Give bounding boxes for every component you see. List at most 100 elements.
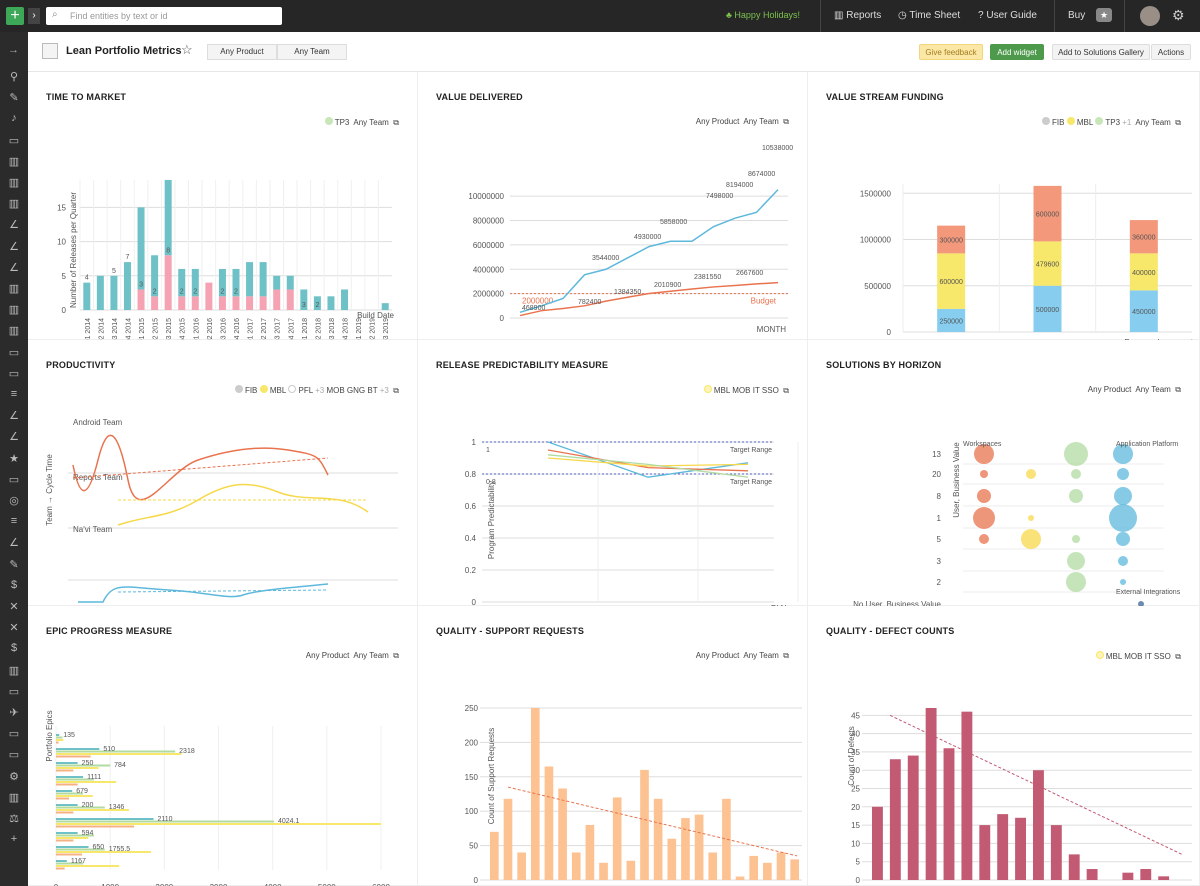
add-button[interactable]: + [6, 7, 24, 25]
filter-team[interactable]: Any Team [743, 117, 779, 126]
nav-item-icon[interactable]: ∠ [9, 261, 19, 274]
buy-link[interactable]: Buy [1068, 10, 1086, 21]
filter-fib[interactable]: FIB [1051, 118, 1065, 127]
panel-filters: FIB MBL PFL +3 MOB GNG BT +3 ⧉ [234, 385, 399, 396]
filter-pfl[interactable]: PFL [298, 386, 313, 395]
nav-item-icon[interactable]: ✎ [9, 558, 19, 571]
filter-mob[interactable]: MOB [732, 386, 751, 395]
filter-more[interactable]: +3 [315, 386, 325, 395]
expand-icon[interactable]: ⧉ [1175, 118, 1181, 127]
y-tick-label: 0 [474, 876, 479, 885]
nav-item-icon[interactable]: ∠ [9, 219, 19, 232]
nav-item-icon[interactable]: ▭ [8, 728, 20, 741]
expand-icon[interactable]: ⧉ [783, 117, 789, 126]
nav-item-icon[interactable]: ⚲ [9, 71, 19, 83]
nav-item-icon[interactable]: ✕ [9, 601, 19, 613]
filter-gng[interactable]: GNG [346, 386, 366, 395]
nav-item-icon[interactable]: ∠ [9, 537, 19, 550]
filter-product[interactable]: Any Product [695, 651, 740, 660]
nav-item-icon[interactable]: ∠ [9, 431, 19, 444]
filter-mbl[interactable]: MBL [1076, 118, 1094, 127]
nav-item-icon[interactable]: ≡ [10, 388, 18, 400]
filter-team[interactable]: Any Team [743, 651, 779, 660]
filter-fib[interactable]: FIB [244, 386, 258, 395]
expand-icon[interactable]: ⧉ [783, 386, 789, 395]
expand-icon[interactable]: ⧉ [393, 651, 399, 660]
expand-chevron-icon[interactable]: › [28, 8, 40, 24]
filter-mob[interactable]: MOB [1124, 652, 1143, 661]
holiday-link[interactable]: ♣ Happy Holidays! [726, 10, 800, 20]
nav-item-icon[interactable]: + [10, 833, 18, 846]
nav-item-icon[interactable]: ◎ [9, 495, 19, 507]
nav-item-icon[interactable]: ⚙ [9, 770, 19, 783]
filter-mob[interactable]: MOB [326, 386, 345, 395]
nav-item-icon[interactable]: ✎ [9, 92, 19, 105]
filter-it[interactable]: IT [1144, 652, 1152, 661]
nav-item-icon[interactable]: ▥ [8, 155, 20, 168]
avatar[interactable] [1140, 6, 1160, 26]
filter-tp3[interactable]: TP3 [334, 118, 350, 127]
filter-product[interactable]: Any Product [695, 117, 740, 126]
filter-mbl[interactable]: MBL [1105, 652, 1123, 661]
filter-more[interactable]: +1 [1122, 118, 1132, 127]
nav-item-icon[interactable]: ▭ [8, 367, 20, 380]
product-filter[interactable]: Any Product [207, 44, 277, 60]
nav-item-icon[interactable]: $ [10, 578, 18, 591]
nav-item-icon[interactable]: ∠ [9, 240, 19, 253]
expand-icon[interactable]: ⧉ [393, 118, 399, 127]
reports-link[interactable]: ▥ Reports [834, 10, 881, 21]
filter-team[interactable]: Any Team [1135, 385, 1171, 394]
nav-item-icon[interactable]: ▭ [8, 685, 20, 698]
nav-item-icon[interactable]: ✕ [9, 622, 19, 635]
nav-item-icon[interactable]: ▭ [8, 134, 20, 147]
nav-item-icon[interactable]: ▥ [8, 283, 20, 295]
nav-item-icon[interactable]: ≡ [10, 515, 18, 528]
filter-mbl[interactable]: MBL [713, 386, 731, 395]
y-tick-label: 0 [887, 328, 892, 337]
actions-button[interactable]: Actions [1151, 44, 1191, 60]
bar-segment [56, 867, 65, 870]
add-to-gallery-button[interactable]: Add to Solutions Gallery [1052, 44, 1150, 60]
nav-item-icon[interactable]: ▭ [8, 473, 20, 486]
nav-item-icon[interactable]: ▥ [8, 325, 20, 338]
expand-icon[interactable]: ⧉ [1175, 652, 1181, 661]
star-badge-icon[interactable]: ★ [1096, 8, 1112, 22]
nav-item-icon[interactable]: ⚖ [9, 813, 19, 825]
nav-item-icon[interactable]: ▭ [8, 749, 20, 762]
nav-item-icon[interactable]: ▭ [8, 346, 20, 359]
add-widget-button[interactable]: Add widget [990, 44, 1044, 60]
filter-sso[interactable]: SSO [1153, 652, 1171, 661]
nav-item-icon[interactable]: ∠ [9, 410, 19, 423]
search-input[interactable]: ⌕ Find entities by text or id [46, 7, 282, 25]
filter-product[interactable]: Any Product [1087, 385, 1132, 394]
team-filter[interactable]: Any Team [277, 44, 347, 60]
nav-item-icon[interactable]: ▥ [8, 664, 20, 677]
filter-team[interactable]: Any Team [353, 651, 389, 660]
nav-item-icon[interactable]: ★ [9, 452, 19, 465]
user-guide-link[interactable]: ? User Guide [978, 10, 1037, 21]
nav-expand-icon[interactable]: → [8, 44, 19, 56]
nav-item-icon[interactable]: ✈ [9, 707, 19, 719]
filter-bt[interactable]: BT [367, 386, 378, 395]
expand-icon[interactable]: ⧉ [1175, 385, 1181, 394]
nav-item-icon[interactable]: ♪ [11, 112, 17, 125]
expand-icon[interactable]: ⧉ [783, 651, 789, 660]
filter-sso[interactable]: SSO [761, 386, 779, 395]
settings-gear-icon[interactable]: ⚙ [1172, 7, 1185, 23]
filter-it[interactable]: IT [752, 386, 760, 395]
favorite-star-icon[interactable]: ☆ [181, 42, 193, 57]
timesheet-link[interactable]: ◷ Time Sheet [898, 10, 960, 21]
give-feedback-button[interactable]: Give feedback [919, 44, 983, 60]
nav-item-icon[interactable]: ▥ [8, 304, 20, 317]
expand-icon[interactable]: ⧉ [393, 386, 399, 395]
nav-item-icon[interactable]: ▥ [8, 198, 20, 211]
filter-team[interactable]: Any Team [1135, 118, 1171, 127]
nav-item-icon[interactable]: $ [10, 642, 18, 655]
nav-item-icon[interactable]: ▥ [8, 791, 20, 804]
filter-more-2[interactable]: +3 [379, 386, 389, 395]
nav-item-icon[interactable]: ▥ [8, 177, 20, 189]
filter-team[interactable]: Any Team [353, 118, 389, 127]
filter-product[interactable]: Any Product [305, 651, 350, 660]
filter-mbl[interactable]: MBL [269, 386, 287, 395]
filter-tp3[interactable]: TP3 [1105, 118, 1121, 127]
